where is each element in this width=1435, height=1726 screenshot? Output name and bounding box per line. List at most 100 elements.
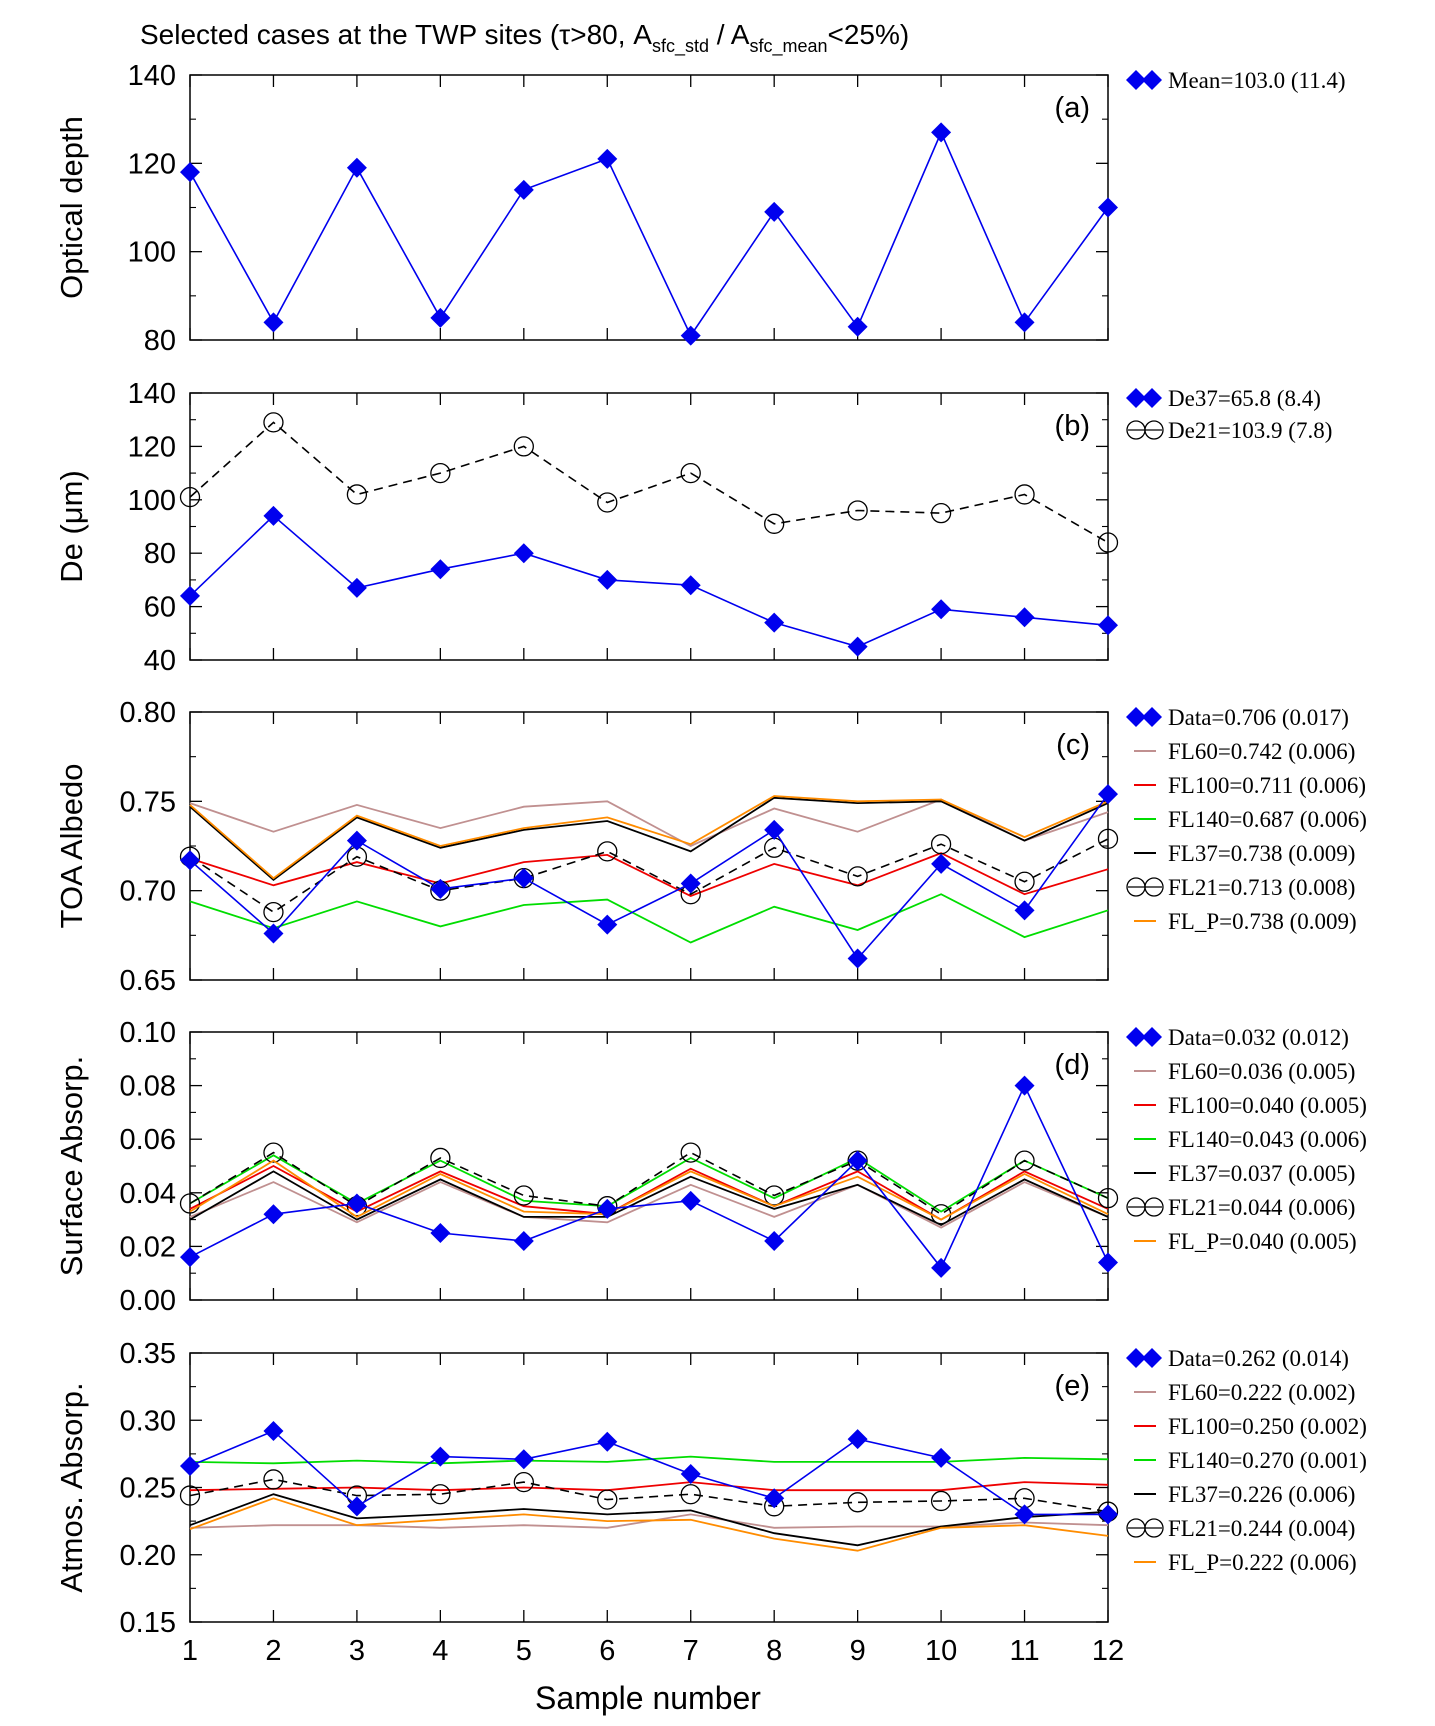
data-point <box>680 873 701 894</box>
data-point <box>179 1193 201 1214</box>
panel-label: (d) <box>1055 1049 1090 1081</box>
y-axis-label: Atmos. Absorp. <box>54 1382 89 1592</box>
legend-label: Data=0.262 (0.014) <box>1168 1346 1349 1371</box>
series-line <box>189 1455 1109 1465</box>
data-point <box>346 577 367 598</box>
series-line <box>189 838 1109 914</box>
legend-item: FL60=0.222 (0.002) <box>1134 1380 1355 1405</box>
data-point <box>263 1204 284 1225</box>
data-point <box>263 505 284 526</box>
legend-item: FL21=0.244 (0.004) <box>1126 1516 1355 1541</box>
series-fl_p <box>189 795 1109 880</box>
series-data <box>180 122 1118 346</box>
series-fl100 <box>189 1481 1109 1492</box>
legend-label: FL21=0.244 (0.004) <box>1168 1516 1355 1541</box>
y-tick-label: 120 <box>128 148 176 180</box>
series-line <box>189 796 1109 882</box>
data-point <box>1144 420 1164 440</box>
series-fl100 <box>189 852 1109 897</box>
series-line <box>189 1170 1109 1227</box>
series-line <box>189 130 1109 338</box>
series-data <box>180 505 1118 657</box>
data-point <box>847 500 868 521</box>
series-line <box>189 421 1109 544</box>
legend-item: Data=0.706 (0.017) <box>1126 705 1349 730</box>
panel-label: (b) <box>1055 410 1090 442</box>
data-point <box>1014 871 1035 892</box>
legend: Data=0.262 (0.014) FL60=0.222 (0.002) FL10… <box>1126 1346 1367 1575</box>
data-point <box>513 1231 534 1252</box>
data-point <box>430 878 451 899</box>
data-point <box>597 1489 618 1510</box>
data-point <box>179 486 201 508</box>
y-tick-label: 0.35 <box>120 1338 176 1370</box>
legend-label: FL37=0.037 (0.005) <box>1168 1161 1355 1186</box>
data-point <box>847 636 868 657</box>
data-point <box>263 412 284 433</box>
data-point <box>597 148 618 169</box>
legend-item: Mean=103.0 (11.4) <box>1126 68 1346 93</box>
data-point <box>1142 1348 1162 1368</box>
data-point <box>847 316 868 337</box>
plot-frame <box>189 1031 1109 1301</box>
series-line <box>189 1497 1109 1552</box>
series-fl140 <box>189 1455 1109 1465</box>
data-point <box>346 1496 367 1517</box>
data-point <box>764 1185 785 1206</box>
y-tick-label: 100 <box>128 237 176 269</box>
data-point <box>346 1193 367 1214</box>
data-point <box>680 1484 701 1505</box>
data-point <box>180 162 200 183</box>
data-point <box>430 462 451 484</box>
title-subscript: sfc_std <box>652 36 709 57</box>
data-point <box>931 1257 952 1278</box>
y-axis-label: Optical depth <box>54 116 89 299</box>
series-line <box>189 1181 1109 1229</box>
legend-item: FL100=0.250 (0.002) <box>1134 1414 1367 1439</box>
legend-item: FL140=0.687 (0.006) <box>1134 807 1367 832</box>
y-tick-label: 0.04 <box>120 1178 176 1210</box>
data-point <box>847 1492 868 1513</box>
data-point <box>597 492 618 513</box>
series-line <box>189 1159 1109 1221</box>
legend-item: FL21=0.713 (0.008) <box>1126 875 1355 900</box>
y-tick-label: 0.65 <box>120 965 176 997</box>
legend-label: FL21=0.044 (0.006) <box>1168 1195 1355 1220</box>
series-line <box>189 514 1109 648</box>
data-point <box>1014 1075 1035 1096</box>
legend-label: FL140=0.270 (0.001) <box>1168 1448 1367 1473</box>
legend: Mean=103.0 (11.4) <box>1126 68 1346 93</box>
data-point <box>1097 828 1119 850</box>
data-point <box>1098 784 1118 805</box>
data-point <box>263 923 284 944</box>
data-point <box>1144 877 1164 897</box>
legend-item: Data=0.262 (0.014) <box>1126 1346 1349 1371</box>
panel-c: 0.65 0.70 0.75 0.80 TOA Albedo (c) Data=0.706 … <box>54 697 1367 997</box>
data-point <box>263 1142 284 1163</box>
x-tick-label: 5 <box>516 1635 532 1667</box>
y-tick-label: 120 <box>128 431 176 463</box>
data-point <box>764 513 785 534</box>
data-point <box>597 569 618 590</box>
legend-item: FL21=0.044 (0.006) <box>1126 1195 1355 1220</box>
data-point <box>346 484 368 505</box>
series-line <box>189 893 1109 944</box>
legend-label: De21=103.9 (7.8) <box>1168 418 1332 443</box>
data-point <box>680 462 701 484</box>
data-point <box>263 901 284 923</box>
legend-item: FL100=0.711 (0.006) <box>1134 773 1366 798</box>
data-point <box>847 866 868 887</box>
legend-label: FL140=0.043 (0.006) <box>1168 1127 1367 1152</box>
data-point <box>1014 312 1035 333</box>
data-point <box>931 853 952 874</box>
data-point <box>1144 1197 1164 1217</box>
data-point <box>931 1447 952 1468</box>
y-tick-label: 140 <box>128 378 176 410</box>
data-point <box>513 1185 534 1206</box>
data-point <box>1098 1252 1118 1273</box>
data-point <box>847 1150 868 1171</box>
legend-item: FL60=0.036 (0.005) <box>1134 1059 1355 1084</box>
y-tick-label: 80 <box>144 325 176 357</box>
legend: Data=0.032 (0.012) FL60=0.036 (0.005) FL10… <box>1126 1025 1367 1254</box>
legend-label: FL60=0.742 (0.006) <box>1168 739 1355 764</box>
